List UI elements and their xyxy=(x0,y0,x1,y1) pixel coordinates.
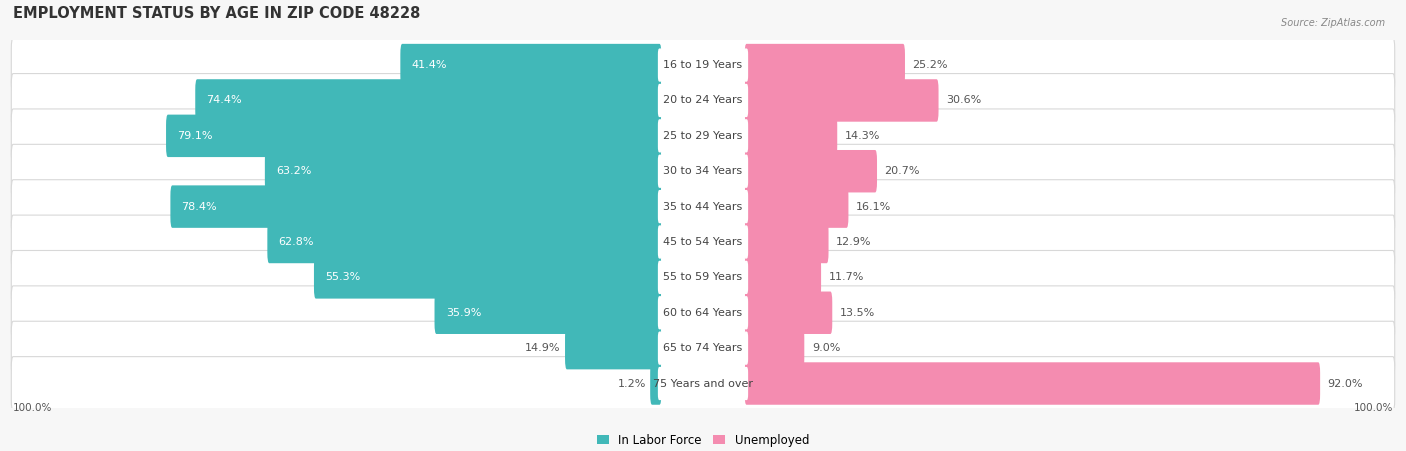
FancyBboxPatch shape xyxy=(745,150,877,193)
FancyBboxPatch shape xyxy=(658,84,748,116)
FancyBboxPatch shape xyxy=(650,362,661,405)
Text: EMPLOYMENT STATUS BY AGE IN ZIP CODE 48228: EMPLOYMENT STATUS BY AGE IN ZIP CODE 482… xyxy=(13,6,420,21)
FancyBboxPatch shape xyxy=(11,321,1395,375)
Text: 63.2%: 63.2% xyxy=(276,166,311,176)
FancyBboxPatch shape xyxy=(11,250,1395,304)
Text: 16.1%: 16.1% xyxy=(856,202,891,212)
Text: 92.0%: 92.0% xyxy=(1327,378,1362,388)
FancyBboxPatch shape xyxy=(11,357,1395,410)
FancyBboxPatch shape xyxy=(745,362,1320,405)
Text: 35 to 44 Years: 35 to 44 Years xyxy=(664,202,742,212)
FancyBboxPatch shape xyxy=(658,49,748,81)
Text: 11.7%: 11.7% xyxy=(828,272,863,282)
FancyBboxPatch shape xyxy=(401,44,661,86)
Text: 30.6%: 30.6% xyxy=(946,96,981,106)
FancyBboxPatch shape xyxy=(264,150,661,193)
Text: 79.1%: 79.1% xyxy=(177,131,212,141)
FancyBboxPatch shape xyxy=(11,74,1395,127)
FancyBboxPatch shape xyxy=(745,221,828,263)
Text: 55 to 59 Years: 55 to 59 Years xyxy=(664,272,742,282)
FancyBboxPatch shape xyxy=(745,256,821,299)
FancyBboxPatch shape xyxy=(658,120,748,152)
Text: 41.4%: 41.4% xyxy=(412,60,447,70)
Text: 78.4%: 78.4% xyxy=(181,202,217,212)
Text: 13.5%: 13.5% xyxy=(839,308,875,318)
Text: 20.7%: 20.7% xyxy=(884,166,920,176)
FancyBboxPatch shape xyxy=(11,179,1395,234)
FancyBboxPatch shape xyxy=(745,44,905,86)
Text: 62.8%: 62.8% xyxy=(278,237,314,247)
FancyBboxPatch shape xyxy=(658,191,748,222)
FancyBboxPatch shape xyxy=(658,155,748,187)
Text: 65 to 74 Years: 65 to 74 Years xyxy=(664,343,742,353)
Text: 45 to 54 Years: 45 to 54 Years xyxy=(664,237,742,247)
FancyBboxPatch shape xyxy=(658,332,748,364)
FancyBboxPatch shape xyxy=(745,327,804,369)
FancyBboxPatch shape xyxy=(166,115,661,157)
Text: 74.4%: 74.4% xyxy=(207,96,242,106)
FancyBboxPatch shape xyxy=(11,286,1395,340)
Text: 16 to 19 Years: 16 to 19 Years xyxy=(664,60,742,70)
Text: 25 to 29 Years: 25 to 29 Years xyxy=(664,131,742,141)
Text: 60 to 64 Years: 60 to 64 Years xyxy=(664,308,742,318)
FancyBboxPatch shape xyxy=(745,185,848,228)
Text: 100.0%: 100.0% xyxy=(13,403,52,413)
FancyBboxPatch shape xyxy=(565,327,661,369)
FancyBboxPatch shape xyxy=(170,185,661,228)
FancyBboxPatch shape xyxy=(658,262,748,293)
Text: 30 to 34 Years: 30 to 34 Years xyxy=(664,166,742,176)
FancyBboxPatch shape xyxy=(11,215,1395,269)
Text: 55.3%: 55.3% xyxy=(325,272,360,282)
FancyBboxPatch shape xyxy=(11,109,1395,163)
Text: 12.9%: 12.9% xyxy=(837,237,872,247)
FancyBboxPatch shape xyxy=(658,368,748,400)
FancyBboxPatch shape xyxy=(745,291,832,334)
Text: 14.9%: 14.9% xyxy=(526,343,561,353)
Text: 25.2%: 25.2% xyxy=(912,60,948,70)
FancyBboxPatch shape xyxy=(11,38,1395,92)
Text: 1.2%: 1.2% xyxy=(617,378,645,388)
Text: 14.3%: 14.3% xyxy=(845,131,880,141)
Text: 9.0%: 9.0% xyxy=(811,343,841,353)
FancyBboxPatch shape xyxy=(267,221,661,263)
FancyBboxPatch shape xyxy=(314,256,661,299)
Text: 20 to 24 Years: 20 to 24 Years xyxy=(664,96,742,106)
FancyBboxPatch shape xyxy=(434,291,661,334)
FancyBboxPatch shape xyxy=(11,144,1395,198)
Legend: In Labor Force, Unemployed: In Labor Force, Unemployed xyxy=(598,433,808,446)
Text: 35.9%: 35.9% xyxy=(446,308,481,318)
FancyBboxPatch shape xyxy=(658,226,748,258)
FancyBboxPatch shape xyxy=(745,115,837,157)
FancyBboxPatch shape xyxy=(658,297,748,329)
FancyBboxPatch shape xyxy=(195,79,661,122)
Text: Source: ZipAtlas.com: Source: ZipAtlas.com xyxy=(1281,18,1385,28)
FancyBboxPatch shape xyxy=(745,79,939,122)
Text: 75 Years and over: 75 Years and over xyxy=(652,378,754,388)
Text: 100.0%: 100.0% xyxy=(1354,403,1393,413)
